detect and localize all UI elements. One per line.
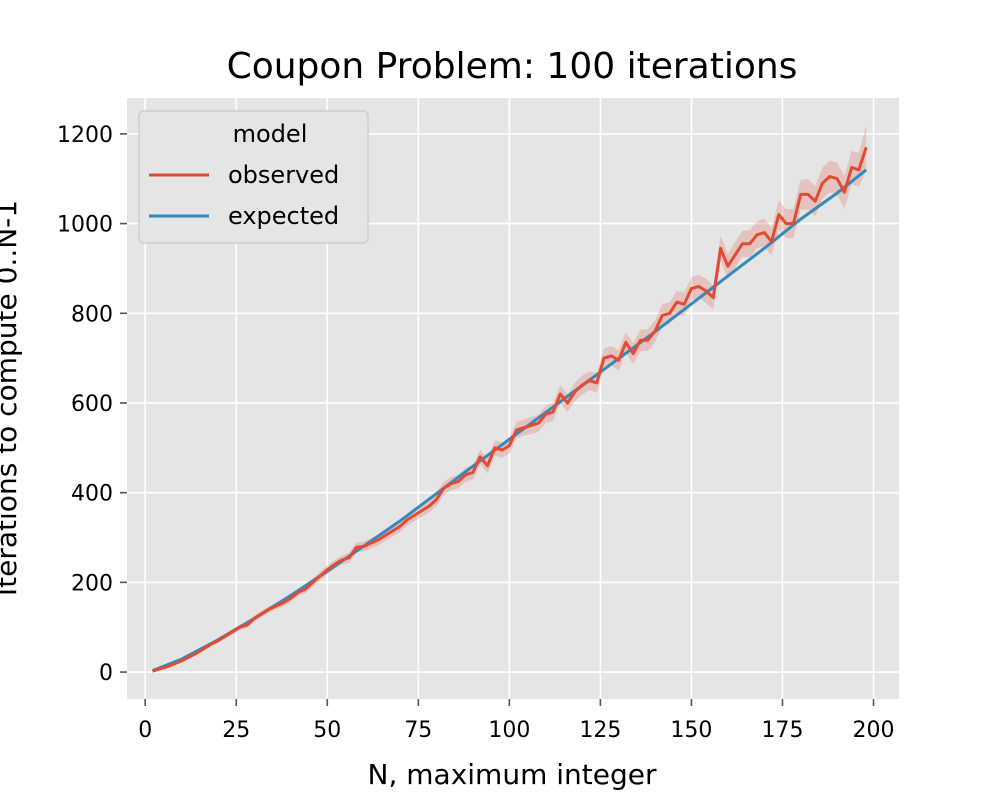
legend-entry-expected: expected: [228, 202, 339, 230]
x-tick-label: 100: [488, 718, 530, 743]
legend-title: model: [233, 120, 308, 148]
series-line-observed: [152, 146, 868, 673]
x-tick-label: 125: [579, 718, 621, 743]
x-tick-label: 175: [761, 718, 803, 743]
ticks: 0 25 50 75 100 125 150 175 200 0 200 400 600 800 1000 1…: [57, 123, 895, 743]
legend-box: [138, 110, 369, 244]
x-tick-label: 200: [853, 718, 895, 743]
x-tick-label: 0: [138, 718, 152, 743]
y-tick-label: 200: [71, 571, 113, 596]
y-tick-label: 800: [71, 302, 113, 327]
chart-title: Coupon Problem: 100 iterations: [227, 46, 798, 87]
x-tick-label: 150: [670, 718, 712, 743]
x-axis-label: N, maximum integer: [368, 758, 657, 791]
y-tick-label: 0: [99, 661, 113, 686]
y-tick-label: 1000: [57, 213, 113, 238]
legend-entry-observed: observed: [228, 161, 339, 189]
y-tick-label: 1200: [57, 123, 113, 148]
series-layer: [151, 124, 868, 673]
legend: model observed expected: [138, 110, 369, 244]
y-tick-label: 600: [71, 392, 113, 417]
y-axis-label: Iterations to compute 0..N-1: [0, 200, 23, 596]
x-tick-label: 75: [404, 718, 432, 743]
y-tick-label: 400: [71, 482, 113, 507]
x-tick-label: 50: [313, 718, 341, 743]
x-tick-label: 25: [222, 718, 250, 743]
